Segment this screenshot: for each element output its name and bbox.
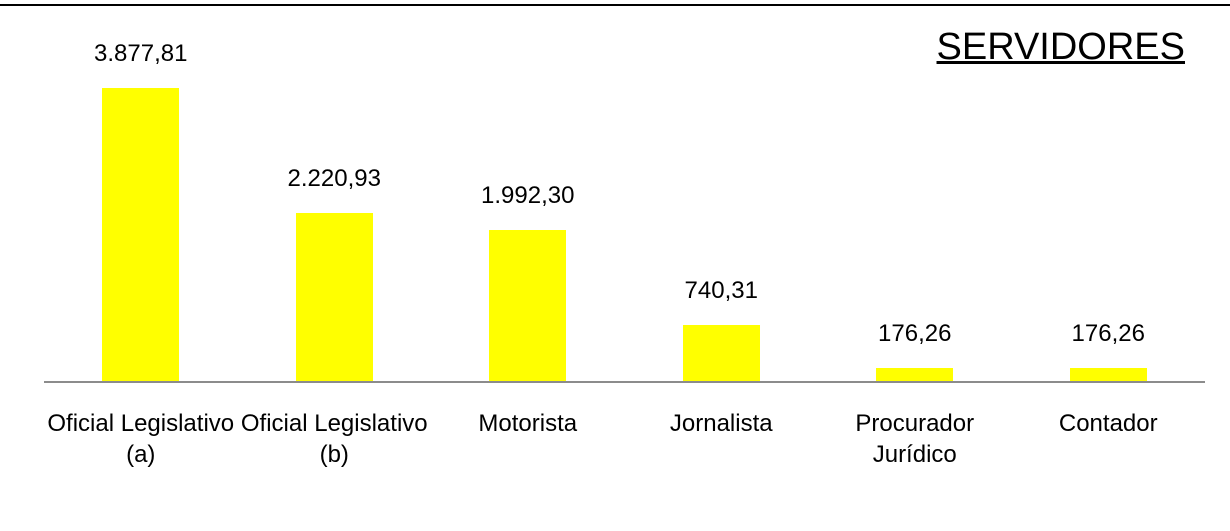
baseline <box>44 381 1205 383</box>
x-tick-label: Procurador Jurídico <box>855 410 975 468</box>
bar <box>489 230 567 381</box>
value-label: 3.877,81 <box>94 40 188 67</box>
top-border <box>0 4 1230 6</box>
x-tick-label: Contador <box>1058 410 1158 437</box>
chart-title: SERVIDORES <box>936 26 1185 68</box>
x-tick-label: Oficial Legislativo (b) <box>240 410 428 468</box>
bar <box>102 88 180 381</box>
value-label: 176,26 <box>878 319 952 347</box>
x-tick-label: Jornalista <box>669 410 773 437</box>
x-tick-label: Motorista <box>478 410 578 437</box>
bar <box>682 325 760 381</box>
bar <box>295 213 373 381</box>
value-label: 1.992,30 <box>481 182 575 210</box>
bar <box>1069 367 1147 381</box>
value-label: 740,31 <box>684 277 758 305</box>
value-label: 176,26 <box>1071 319 1145 347</box>
value-label: 2.220,93 <box>287 165 381 193</box>
x-tick-label: Oficial Legislativo (a) <box>47 410 235 468</box>
bar <box>876 367 954 381</box>
